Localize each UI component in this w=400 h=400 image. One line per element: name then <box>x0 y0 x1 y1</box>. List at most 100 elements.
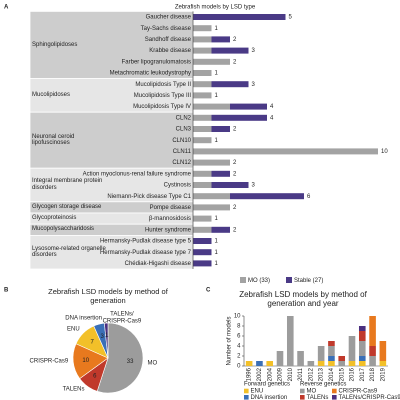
legend-swatch <box>300 388 305 394</box>
bar-segment <box>193 25 212 32</box>
category-label: Mucolipidosis Type III <box>134 93 192 99</box>
bar-segment <box>193 103 230 110</box>
total-label: 2 <box>233 227 237 233</box>
bar-segment <box>193 148 378 155</box>
legend-label: MO <box>307 389 317 395</box>
category-label: Krabbe disease <box>149 48 191 54</box>
bar-segment <box>211 36 230 43</box>
bar-segment <box>211 126 230 132</box>
legend-label: Stable (27) <box>294 278 323 284</box>
total-label: 1 <box>215 71 219 77</box>
bar-segment <box>193 47 212 54</box>
category-label: Sandhoff disease <box>145 37 192 43</box>
category-label: β-mannosidosis <box>149 216 191 222</box>
total-label: 1 <box>215 261 219 267</box>
group-label: Lysosome-related organelle disorders <box>32 245 106 259</box>
total-label: 2 <box>233 37 237 43</box>
bar-segment <box>286 316 294 366</box>
bar-segment <box>379 361 387 366</box>
legend-label: MO (33) <box>248 278 270 284</box>
bar-segment <box>193 159 230 166</box>
bar-segment <box>193 81 212 88</box>
bar-segment <box>193 14 286 20</box>
bar-segment <box>230 193 304 200</box>
pie-slice <box>104 322 109 359</box>
total-label: 4 <box>270 115 274 121</box>
category-label: Mucolipidosis Type II <box>135 82 191 88</box>
legend-swatch <box>244 395 249 400</box>
x-tick-label: 2019 <box>380 367 386 381</box>
category-label: CLN2 <box>176 115 192 121</box>
legend-swatch <box>286 277 292 283</box>
x-tick-label: 2009 <box>278 367 284 381</box>
category-label: Cystinosis <box>164 183 191 189</box>
bar-segment <box>193 238 212 244</box>
bar-segment <box>211 114 267 121</box>
bar-segment <box>245 361 253 366</box>
bar-segment <box>338 361 346 366</box>
bar-segment <box>193 193 230 200</box>
value-label: 3 <box>101 334 105 340</box>
category-label: Tay-Sachs disease <box>141 26 192 32</box>
x-tick-label: 2004 <box>267 367 273 381</box>
x-tick-label: 2016 <box>350 367 356 381</box>
total-label: 2 <box>233 160 237 166</box>
bar-segment <box>266 361 274 366</box>
y-tick-label: 0 <box>237 364 241 370</box>
total-label: 3 <box>252 82 256 88</box>
bar-segment <box>358 361 366 366</box>
bar-segment <box>211 226 230 233</box>
x-tick-label: 2014 <box>329 367 335 381</box>
category-label: Chédiak-Higashi disease <box>125 261 192 267</box>
bar-segment <box>369 356 376 366</box>
pie-slice <box>96 322 144 394</box>
bar-segment <box>193 58 230 65</box>
bar-segment <box>193 70 212 76</box>
chart-title: Zebrafish LSD models by method of genera… <box>48 287 168 305</box>
group-band <box>29 10 194 79</box>
category-label: CLN11 <box>173 149 192 155</box>
total-label: 6 <box>307 194 311 200</box>
bar-segment <box>230 103 267 110</box>
y-tick-label: 2 <box>237 354 241 360</box>
y-tick-label: 8 <box>237 324 241 330</box>
category-label: Hunter syndrome <box>145 227 192 233</box>
chart-title: Zebrafish models by LSD type <box>175 5 256 11</box>
bar-segment <box>211 182 249 188</box>
x-tick-label: 2002 <box>257 367 263 381</box>
bar-segment <box>193 126 212 132</box>
category-label: Metachromatic leukodystrophy <box>110 71 191 77</box>
category-label: Gaucher disease <box>146 15 192 21</box>
bar-segment <box>317 361 325 366</box>
group-label: Glycoproteinosis <box>32 215 77 222</box>
legend-swatch <box>244 388 249 394</box>
bar-segment <box>328 361 335 366</box>
value-label: 33 <box>127 359 134 365</box>
bar-segment <box>369 316 376 346</box>
category-label: CLN3 <box>176 127 192 133</box>
category-label: Niemann-Pick disease Type C1 <box>107 194 191 200</box>
legend-swatch <box>300 395 305 400</box>
total-label: 1 <box>215 239 219 245</box>
bar-segment <box>193 215 212 222</box>
category-label: TALENs <box>62 387 85 394</box>
y-axis-label: Number of models <box>227 316 233 365</box>
y-tick-label: 6 <box>237 334 241 340</box>
category-label: Hermansky-Pudlak disease type 5 <box>100 239 192 245</box>
bar-segment <box>211 47 249 54</box>
total-label: 4 <box>270 104 274 110</box>
panel-letter: B <box>4 288 9 294</box>
x-tick-label: 2017 <box>360 367 366 381</box>
bar-segment <box>358 341 366 356</box>
legend-label: TALENs/CRISPR-Cas9 <box>339 395 400 400</box>
bar-segment <box>328 341 335 346</box>
x-tick-label: 2015 <box>339 367 345 381</box>
total-label: 1 <box>215 26 219 32</box>
legend-heading: Reverse genetics <box>300 382 346 388</box>
panel-letter: A <box>4 5 9 11</box>
bar-segment <box>193 114 212 121</box>
category-label: Action myoclonus-renal failure syndrome <box>83 171 192 177</box>
category-label: Farber lipogranulomatosis <box>122 59 191 65</box>
category-label: MO <box>147 360 158 367</box>
